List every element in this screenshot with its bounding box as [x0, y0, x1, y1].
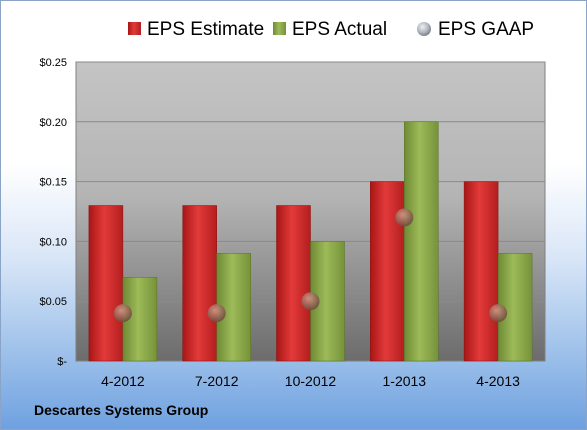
- legend: EPS Estimate EPS Actual EPS GAAP: [128, 19, 534, 40]
- bar-eps-estimate: [463, 181, 499, 362]
- bar-eps-actual: [404, 121, 439, 362]
- bar-eps-estimate: [276, 205, 311, 362]
- x-axis-categories: 4-2012 7-2012 10-2012 1-2013 4-2013: [101, 373, 520, 389]
- bar-eps-estimate: [182, 205, 217, 362]
- y-tick-label: $0.15: [39, 177, 67, 189]
- y-tick-label: $0.05: [39, 296, 67, 308]
- company-name: Descartes Systems Group: [34, 402, 209, 418]
- marker-eps-gaap: [395, 208, 414, 227]
- y-tick-label: $0.10: [39, 236, 67, 248]
- legend-swatch-estimate: [128, 22, 141, 35]
- x-category-label: 10-2012: [285, 373, 337, 389]
- marker-eps-gaap: [489, 304, 508, 323]
- legend-swatch-gaap: [417, 22, 431, 36]
- legend-item-gaap: EPS GAAP: [417, 19, 534, 40]
- y-tick-label: $-: [57, 356, 67, 368]
- x-category-label: 7-2012: [195, 373, 239, 389]
- legend-label-gaap: EPS GAAP: [438, 19, 534, 40]
- x-category-label: 4-2013: [476, 373, 520, 389]
- marker-eps-gaap: [113, 304, 132, 323]
- y-axis-ticks: $0.25 $0.20 $0.15 $0.10 $0.05 $-: [39, 57, 67, 368]
- x-category-label: 4-2012: [101, 373, 145, 389]
- legend-item-actual: EPS Actual: [273, 19, 387, 40]
- bar-eps-estimate: [370, 181, 405, 362]
- y-tick-label: $0.20: [39, 117, 67, 129]
- legend-label-estimate: EPS Estimate: [147, 19, 264, 40]
- marker-eps-gaap: [301, 292, 320, 311]
- gaap-markers: [113, 208, 508, 323]
- legend-item-estimate: EPS Estimate: [128, 19, 264, 40]
- marker-eps-gaap: [207, 304, 226, 323]
- x-category-label: 1-2013: [383, 373, 427, 389]
- legend-label-actual: EPS Actual: [292, 19, 387, 40]
- bar-eps-actual: [122, 277, 158, 362]
- bar-eps-estimate: [88, 205, 124, 362]
- legend-swatch-actual: [273, 22, 286, 35]
- y-tick-label: $0.25: [39, 57, 67, 69]
